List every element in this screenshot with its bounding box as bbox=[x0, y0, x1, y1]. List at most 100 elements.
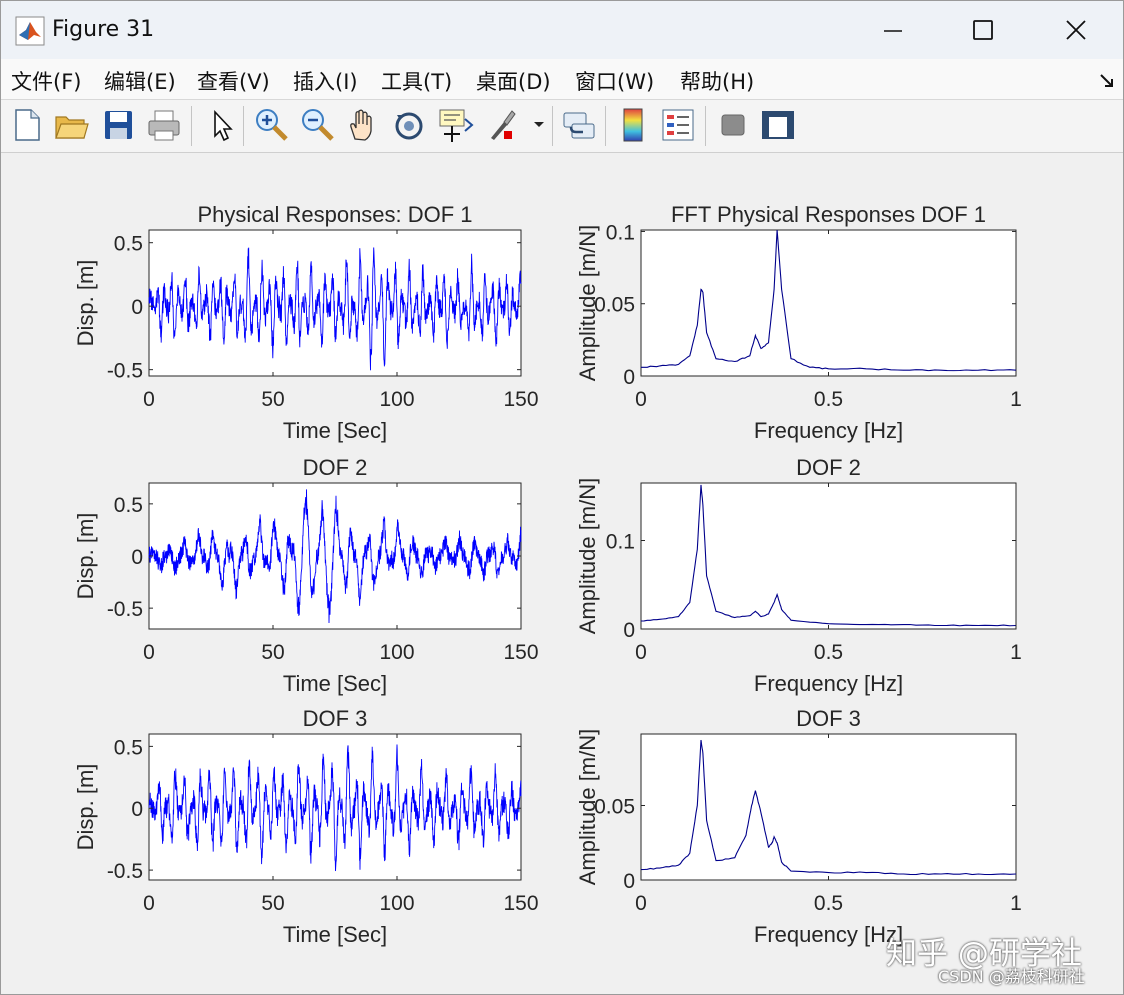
dock-arrow-icon[interactable] bbox=[1098, 71, 1116, 89]
x-tick-label: 0 bbox=[635, 641, 647, 664]
subplot-3 bbox=[148, 482, 522, 630]
toolbar-separator bbox=[605, 106, 606, 146]
y-tick-label: 0 bbox=[131, 546, 143, 569]
minimize-button[interactable] bbox=[847, 1, 939, 59]
menu-bar: 文件(F) 编辑(E) 查看(V) 插入(I) 工具(T) 桌面(D) 窗口(W… bbox=[1, 59, 1123, 99]
new-figure-icon[interactable] bbox=[7, 105, 47, 145]
y-tick-label: 0 bbox=[131, 798, 143, 821]
x-tick-label: 100 bbox=[379, 892, 414, 915]
x-tick-label: 0 bbox=[143, 388, 155, 411]
menu-file[interactable]: 文件(F) bbox=[11, 70, 82, 94]
x-tick-label: 100 bbox=[379, 388, 414, 411]
subplot-title: FFT Physical Responses DOF 1 bbox=[671, 202, 986, 227]
window-title: Figure 31 bbox=[52, 17, 155, 42]
y-tick-label: 0.1 bbox=[606, 531, 635, 554]
y-tick-label: 0.5 bbox=[114, 233, 143, 256]
x-tick-label: 1 bbox=[1010, 388, 1022, 411]
title-bar[interactable]: Figure 31 bbox=[1, 1, 1123, 59]
menu-window[interactable]: 窗口(W) bbox=[575, 70, 655, 94]
toolbar-separator bbox=[191, 106, 192, 146]
data-cursor-icon[interactable] bbox=[435, 105, 475, 145]
subplot-title: DOF 2 bbox=[303, 455, 368, 480]
subplot-1 bbox=[148, 229, 522, 377]
zoom-out-icon[interactable] bbox=[297, 105, 337, 145]
watermark-subtext: CSDN @荔枝科研社 bbox=[938, 967, 1085, 986]
y-axis-label: Amplitude [m/N] bbox=[575, 729, 600, 886]
series-line bbox=[641, 485, 1016, 626]
y-axis-label: Amplitude [m/N] bbox=[575, 478, 600, 635]
series-line bbox=[149, 744, 521, 871]
menu-help[interactable]: 帮助(H) bbox=[680, 70, 755, 94]
x-tick-label: 50 bbox=[261, 641, 284, 664]
y-tick-label: 0.05 bbox=[594, 294, 635, 317]
menu-desktop[interactable]: 桌面(D) bbox=[476, 70, 551, 94]
maximize-button[interactable] bbox=[937, 1, 1029, 59]
series-line bbox=[641, 740, 1016, 875]
x-tick-label: 0.5 bbox=[814, 388, 843, 411]
zoom-in-icon[interactable] bbox=[251, 105, 291, 145]
open-file-icon[interactable] bbox=[51, 105, 91, 145]
pan-icon[interactable] bbox=[343, 105, 383, 145]
link-plot-icon[interactable] bbox=[559, 105, 599, 145]
y-axis-label: Amplitude [m/N] bbox=[575, 225, 600, 382]
x-tick-label: 50 bbox=[261, 892, 284, 915]
menu-insert[interactable]: 插入(I) bbox=[293, 70, 358, 94]
menu-edit[interactable]: 编辑(E) bbox=[104, 70, 176, 94]
legend-icon[interactable] bbox=[658, 105, 698, 145]
series-line bbox=[641, 230, 1016, 371]
x-tick-label: 0.5 bbox=[814, 641, 843, 664]
y-tick-label: -0.5 bbox=[107, 360, 143, 383]
x-tick-label: 100 bbox=[379, 641, 414, 664]
y-tick-label: 0.1 bbox=[606, 221, 635, 244]
pointer-icon[interactable] bbox=[201, 105, 241, 145]
subplot-title: DOF 2 bbox=[796, 455, 861, 480]
save-icon[interactable] bbox=[98, 105, 138, 145]
subplot-6 bbox=[640, 733, 1017, 881]
x-tick-label: 0 bbox=[635, 892, 647, 915]
matlab-logo-icon bbox=[15, 16, 45, 46]
menu-tools[interactable]: 工具(T) bbox=[381, 70, 453, 94]
x-axis-label: Time [Sec] bbox=[283, 418, 387, 443]
close-icon bbox=[1066, 20, 1086, 40]
y-axis-label: Disp. [m] bbox=[73, 764, 98, 851]
subplot-5 bbox=[148, 733, 522, 881]
x-axis-label: Frequency [Hz] bbox=[754, 922, 903, 947]
x-tick-label: 0 bbox=[143, 641, 155, 664]
x-tick-label: 50 bbox=[261, 388, 284, 411]
y-tick-label: 0.5 bbox=[114, 736, 143, 759]
x-tick-label: 0.5 bbox=[814, 892, 843, 915]
y-tick-label: -0.5 bbox=[107, 598, 143, 621]
hide-plot-tools-icon[interactable] bbox=[713, 105, 753, 145]
toolbar-separator bbox=[705, 106, 706, 146]
y-axis-label: Disp. [m] bbox=[73, 513, 98, 600]
maximize-icon bbox=[973, 20, 993, 40]
print-icon[interactable] bbox=[144, 105, 184, 145]
x-tick-label: 150 bbox=[503, 641, 538, 664]
axes-box bbox=[148, 482, 522, 630]
brush-icon[interactable] bbox=[482, 105, 522, 145]
axes-box bbox=[148, 229, 522, 377]
minimize-icon bbox=[884, 30, 902, 32]
rotate-3d-icon[interactable] bbox=[389, 105, 429, 145]
figure-toolbar bbox=[1, 99, 1123, 153]
x-tick-label: 150 bbox=[503, 388, 538, 411]
series-line bbox=[149, 247, 521, 370]
axes-box bbox=[640, 229, 1017, 377]
close-button[interactable] bbox=[1029, 1, 1121, 59]
chevron-down-icon[interactable] bbox=[532, 117, 546, 131]
y-tick-label: 0.5 bbox=[114, 494, 143, 517]
x-axis-label: Time [Sec] bbox=[283, 922, 387, 947]
y-axis-label: Disp. [m] bbox=[73, 260, 98, 347]
watermark-text: 知乎 @研学社 bbox=[886, 936, 1082, 972]
x-axis-label: Frequency [Hz] bbox=[754, 418, 903, 443]
y-tick-label: -0.5 bbox=[107, 860, 143, 883]
y-tick-label: 0 bbox=[623, 366, 635, 389]
subplot-2 bbox=[640, 229, 1017, 377]
series-line bbox=[149, 489, 521, 623]
menu-view[interactable]: 查看(V) bbox=[197, 70, 270, 94]
show-plot-tools-icon[interactable] bbox=[758, 105, 798, 145]
colorbar-icon[interactable] bbox=[613, 105, 653, 145]
x-axis-label: Frequency [Hz] bbox=[754, 671, 903, 696]
